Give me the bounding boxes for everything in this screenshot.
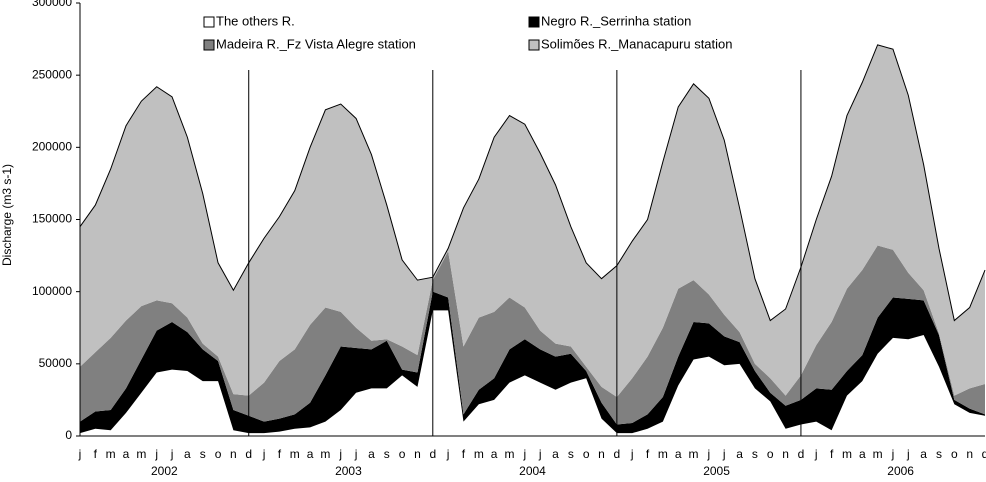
legend-label: Madeira R._Fz Vista Alegre station xyxy=(216,36,416,51)
x-tick-label: j xyxy=(814,447,818,461)
legend-item: Solimões R._Manacapuru station xyxy=(528,36,733,51)
x-tick-label: j xyxy=(522,447,526,461)
x-tick-label: n xyxy=(414,447,421,461)
year-label: 2004 xyxy=(519,464,546,478)
x-tick-label: n xyxy=(598,447,605,461)
total-line xyxy=(79,44,986,322)
x-tick-label: d xyxy=(245,447,252,461)
year-label: 2006 xyxy=(887,464,914,478)
x-tick-label: s xyxy=(752,447,758,461)
x-tick-label: s xyxy=(936,447,942,461)
x-tick-label: j xyxy=(906,447,910,461)
legend-label: Negro R._Serrinha station xyxy=(541,13,691,28)
x-tick-label: f xyxy=(278,447,282,461)
y-tick-label: 0 xyxy=(65,428,72,442)
x-tick-label: a xyxy=(736,447,743,461)
x-tick-label: a xyxy=(920,447,927,461)
legend-item: The others R. xyxy=(203,13,295,28)
x-tick-label: j xyxy=(891,447,895,461)
x-tick-label: a xyxy=(675,447,682,461)
x-tick-label: m xyxy=(474,447,484,461)
x-tick-label: s xyxy=(384,447,390,461)
x-tick-label: s xyxy=(568,447,574,461)
x-tick-label: f xyxy=(462,447,466,461)
legend-swatch xyxy=(528,39,540,51)
x-tick-label: n xyxy=(230,447,237,461)
area xyxy=(80,44,985,398)
x-tick-label: m xyxy=(136,447,146,461)
x-tick-label: a xyxy=(123,447,130,461)
x-tick-label: j xyxy=(446,447,450,461)
x-tick-label: m xyxy=(290,447,300,461)
x-tick-label: f xyxy=(830,447,834,461)
x-tick-label: j xyxy=(630,447,634,461)
x-tick-label: a xyxy=(859,447,866,461)
legend-label: Solimões R._Manacapuru station xyxy=(541,36,733,51)
x-tick-label: d xyxy=(798,447,805,461)
y-tick-label: 50000 xyxy=(39,356,73,370)
y-tick-label: 200000 xyxy=(32,140,72,154)
year-label: 2003 xyxy=(335,464,362,478)
x-tick-label: o xyxy=(215,447,222,461)
x-tick-label: a xyxy=(491,447,498,461)
x-tick-label: f xyxy=(94,447,98,461)
x-tick-label: m xyxy=(873,447,883,461)
area xyxy=(80,310,985,436)
area xyxy=(80,245,985,425)
x-tick-label: n xyxy=(966,447,973,461)
y-tick-label: 100000 xyxy=(32,284,72,298)
x-tick-label: a xyxy=(184,447,191,461)
x-tick-label: a xyxy=(307,447,314,461)
legend-swatch xyxy=(203,16,215,28)
x-tick-label: j xyxy=(354,447,358,461)
x-tick-label: d xyxy=(614,447,621,461)
x-tick-label: f xyxy=(646,447,650,461)
year-label: 2005 xyxy=(703,464,730,478)
x-tick-label: o xyxy=(951,447,958,461)
x-tick-label: m xyxy=(658,447,668,461)
x-tick-label: j xyxy=(154,447,158,461)
x-tick-label: m xyxy=(689,447,699,461)
x-tick-label: o xyxy=(583,447,590,461)
x-tick-label: n xyxy=(782,447,789,461)
x-tick-label: d xyxy=(982,447,986,461)
x-tick-label: j xyxy=(338,447,342,461)
x-tick-label: d xyxy=(429,447,436,461)
y-tick-label: 150000 xyxy=(32,212,72,226)
year-label: 2002 xyxy=(151,464,178,478)
x-tick-label: s xyxy=(200,447,206,461)
x-tick-label: m xyxy=(504,447,514,461)
x-tick-label: o xyxy=(399,447,406,461)
x-tick-label: o xyxy=(767,447,774,461)
x-tick-label: j xyxy=(707,447,711,461)
x-tick-label: j xyxy=(538,447,542,461)
x-tick-label: m xyxy=(842,447,852,461)
legend-label: The others R. xyxy=(216,13,295,28)
x-tick-label: j xyxy=(78,447,82,461)
y-tick-label: 250000 xyxy=(32,67,72,81)
legend-swatch xyxy=(203,39,215,51)
x-tick-label: j xyxy=(722,447,726,461)
y-tick-label: 300000 xyxy=(32,0,72,9)
area xyxy=(80,291,985,434)
x-tick-label: m xyxy=(106,447,116,461)
x-tick-label: a xyxy=(368,447,375,461)
x-tick-label: j xyxy=(170,447,174,461)
legend-swatch xyxy=(528,16,540,28)
x-tick-label: m xyxy=(320,447,330,461)
legend-item: Madeira R._Fz Vista Alegre station xyxy=(203,36,416,51)
legend-item: Negro R._Serrinha station xyxy=(528,13,691,28)
x-tick-label: j xyxy=(262,447,266,461)
y-axis-label: Discharge (m3 s-1) xyxy=(0,164,14,266)
x-tick-label: a xyxy=(552,447,559,461)
